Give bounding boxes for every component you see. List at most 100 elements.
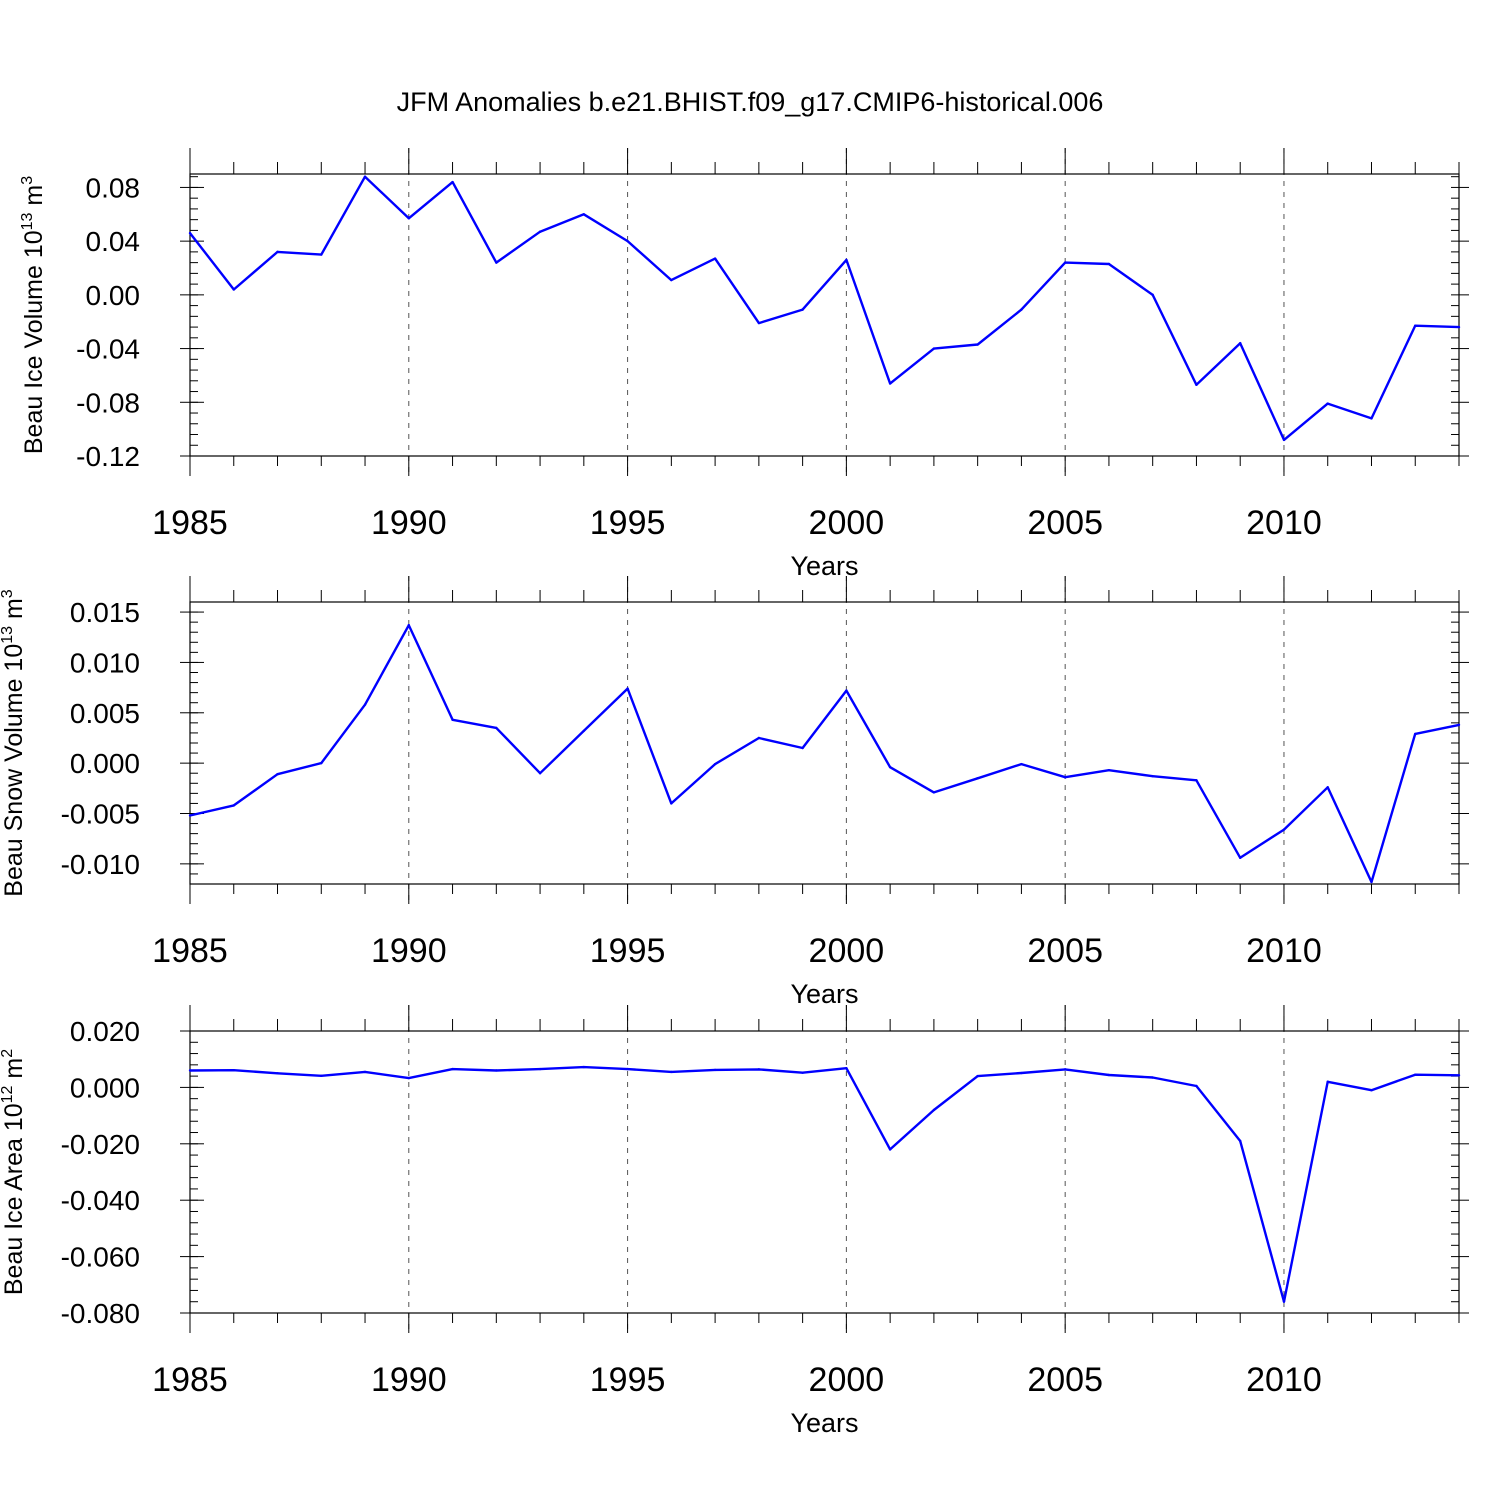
y-tick-label: -0.12	[76, 441, 140, 472]
x-tick-label: 1995	[590, 504, 666, 542]
y-axis-label-part: m	[20, 185, 48, 213]
y-tick-label: 0.000	[70, 748, 140, 779]
y-axis-label-superscript: 3	[0, 589, 16, 598]
data-point	[1370, 1089, 1373, 1092]
data-point	[582, 729, 586, 733]
data-point	[232, 288, 235, 291]
data-point	[582, 1065, 586, 1069]
y-axis-label: Beau Ice Volume 1013 m3	[19, 176, 48, 454]
y-tick-label: 0.020	[70, 1016, 140, 1047]
x-axis-label: Years	[790, 551, 858, 581]
data-point	[1239, 342, 1242, 345]
y-axis-label: Beau Ice Area 1012 m2	[0, 1049, 28, 1295]
y-tick-label: -0.04	[76, 334, 140, 365]
data-point	[188, 231, 192, 235]
data-point	[1414, 1073, 1417, 1076]
x-tick-label: 2005	[1027, 1361, 1103, 1399]
data-point	[1326, 786, 1329, 789]
y-tick-label: -0.010	[61, 849, 140, 880]
data-point	[757, 1068, 761, 1071]
data-point	[451, 718, 454, 722]
x-tick-label: 1985	[152, 932, 228, 970]
data-point	[976, 343, 979, 346]
snow-volume-panel: 1985 1990 1995 2000 2005 2010 0.015 0.010 0.005 0…	[0, 576, 1469, 1009]
data-point	[801, 1071, 804, 1074]
y-tick-label: 0.000	[70, 1072, 140, 1103]
data-point	[363, 703, 367, 706]
data-point	[1326, 402, 1329, 405]
data-point	[1020, 762, 1023, 766]
data-point	[1107, 262, 1111, 266]
data-point	[932, 347, 936, 350]
data-point	[1063, 776, 1067, 779]
data-point	[757, 736, 761, 740]
data-point	[363, 1070, 367, 1074]
data-point	[188, 814, 192, 817]
x-tick-label: 1995	[590, 932, 666, 970]
data-point	[845, 258, 848, 262]
data-point	[1151, 1076, 1154, 1079]
y-tick-label: -0.020	[61, 1129, 140, 1160]
y-axis-label-superscript: 13	[0, 626, 16, 644]
data-point	[888, 765, 892, 769]
data-point	[1107, 768, 1111, 772]
data-point	[713, 762, 717, 766]
x-tick-label: 1990	[371, 504, 447, 542]
data-point	[1020, 1071, 1023, 1075]
data-point	[320, 1074, 323, 1078]
data-point	[1195, 383, 1198, 387]
data-point	[407, 623, 410, 627]
y-tick-label: 0.010	[70, 647, 140, 678]
y-axis-label-part: Beau Ice Area 10	[0, 1103, 28, 1295]
data-point	[188, 1069, 192, 1072]
data-point	[1107, 1073, 1111, 1077]
data-point	[495, 1069, 498, 1072]
y-axis-label-part: m	[0, 1058, 28, 1086]
data-point	[407, 1076, 410, 1080]
data-point	[1063, 261, 1067, 264]
data-point	[451, 180, 454, 184]
y-axis-label-part: Beau Snow Volume 10	[0, 644, 28, 897]
y-axis-label-part: m	[0, 598, 28, 626]
y-tick-label: -0.080	[61, 1298, 140, 1329]
data-point	[407, 217, 410, 220]
y-tick-label: 0.005	[70, 698, 140, 729]
ice-volume-panel: 1985 1990 1995 2000 2005 2010 0.08 0.04 0.00 -0.0…	[19, 148, 1469, 581]
data-point	[582, 213, 586, 216]
data-point	[801, 746, 804, 750]
y-axis-label-superscript: 3	[19, 176, 36, 185]
data-point	[1151, 775, 1154, 778]
data-point	[363, 175, 367, 178]
y-tick-label: 0.04	[86, 226, 141, 257]
y-tick-label: -0.060	[61, 1242, 140, 1273]
data-point	[1195, 779, 1198, 782]
x-tick-label: 2005	[1027, 504, 1103, 542]
data-point	[495, 261, 498, 264]
data-point	[320, 761, 323, 765]
data-point	[1020, 308, 1023, 311]
data-point	[670, 278, 673, 282]
data-point	[538, 230, 542, 233]
plot-frame	[189, 1030, 1460, 1314]
y-tick-label: -0.08	[76, 387, 140, 418]
data-point	[1282, 1300, 1286, 1303]
data-point	[1326, 1080, 1329, 1083]
x-tick-label: 2010	[1246, 932, 1322, 970]
data-point	[1370, 880, 1373, 884]
data-point	[276, 1072, 279, 1075]
y-axis-label-part: Beau Ice Volume 10	[20, 230, 48, 454]
data-point	[670, 1070, 673, 1074]
x-tick-label: 2000	[809, 1361, 885, 1399]
x-tick-label: 1985	[152, 1361, 228, 1399]
data-point	[276, 250, 279, 254]
x-tick-label: 2010	[1246, 504, 1322, 542]
data-point	[1457, 723, 1461, 727]
x-tick-label: 1990	[371, 932, 447, 970]
data-point	[1457, 325, 1461, 329]
data-point	[626, 239, 629, 243]
data-point	[1282, 438, 1286, 442]
y-axis-label-superscript: 12	[0, 1085, 16, 1103]
x-tick-label: 1995	[590, 1361, 666, 1399]
data-point	[670, 802, 673, 805]
y-tick-label: 0.015	[70, 597, 140, 628]
